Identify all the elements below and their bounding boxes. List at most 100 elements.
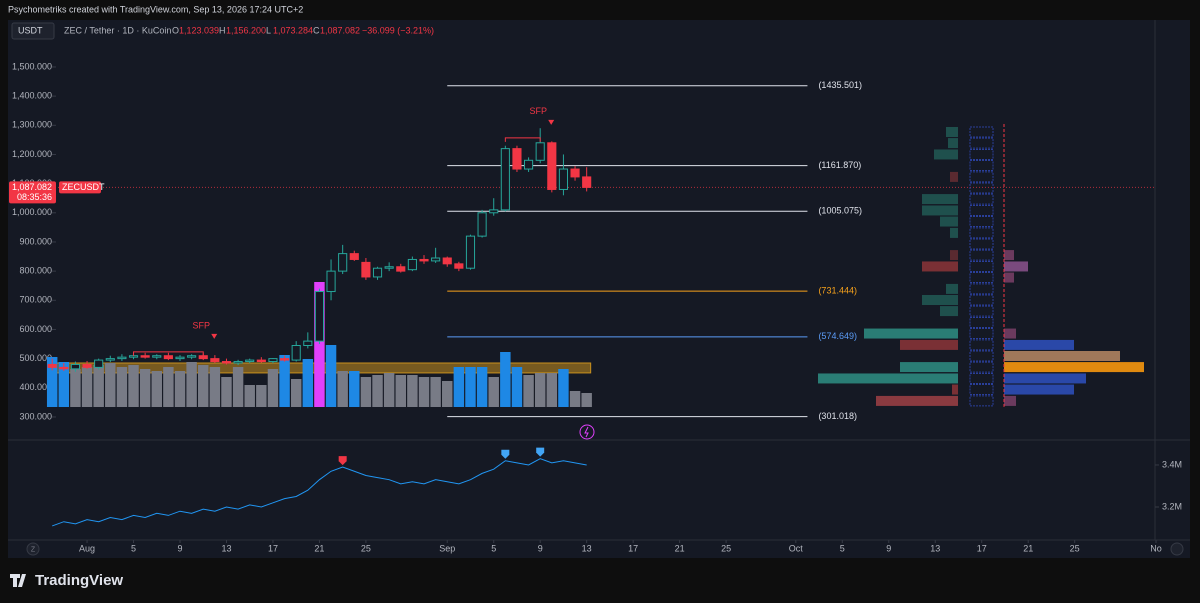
profile-slot — [969, 238, 994, 250]
volume-bar — [290, 379, 302, 407]
x-tick-label: 13 — [582, 543, 592, 553]
currency[interactable]: USDT — [18, 25, 43, 35]
legend-key: H — [219, 25, 226, 35]
volume-bar — [186, 362, 197, 407]
candle-body — [105, 358, 115, 361]
candle-body — [152, 355, 162, 358]
candle-body — [407, 258, 417, 271]
candle-body — [361, 261, 371, 278]
volume-bar — [151, 371, 162, 407]
y-tick-label: 1,000.000 — [12, 207, 52, 217]
level-label: (301.018) — [818, 411, 857, 421]
candle-body — [59, 366, 69, 370]
level-label: (1161.870) — [818, 160, 861, 170]
candle-body — [582, 176, 592, 188]
profile-bar-left — [950, 250, 958, 261]
candle-body — [280, 358, 290, 361]
profile-bar-left — [946, 127, 958, 137]
profile-slot — [969, 148, 994, 160]
profile-bar-right — [1004, 351, 1120, 361]
profile-slot — [969, 249, 994, 261]
candle-body — [547, 142, 557, 190]
x-tick-label: Aug — [79, 543, 95, 553]
candle-body — [349, 253, 359, 260]
candle-body — [117, 356, 127, 360]
volume-bar — [581, 393, 592, 407]
volume-bar — [221, 377, 232, 407]
legend-value: 1,123.039 — [179, 25, 219, 35]
watermark: Psychometriks created with TradingView.c… — [8, 4, 303, 14]
symbol-box — [59, 181, 101, 194]
brand-logo — [10, 574, 26, 587]
x-tick-label: 9 — [538, 543, 543, 553]
volume-bar — [279, 355, 290, 407]
profile-bar-left — [950, 171, 958, 182]
volume-bar — [81, 367, 93, 407]
candle-body — [314, 291, 324, 342]
indicator-marker — [536, 447, 545, 457]
volume-bar — [534, 373, 546, 407]
profile-bar-left — [940, 216, 958, 227]
profile-bar-right — [1004, 362, 1144, 373]
candle-body — [512, 148, 522, 170]
profile-bar-right — [1004, 328, 1016, 339]
profile-slot — [969, 193, 994, 205]
profile-slot — [969, 350, 994, 362]
x-tick-label: 21 — [314, 543, 324, 553]
volume-bar — [256, 385, 267, 407]
candle-body — [187, 355, 197, 358]
y-tick-label: 400.000 — [19, 382, 52, 392]
volume-bar — [372, 375, 383, 407]
volume-bar — [198, 365, 209, 407]
candle-body — [128, 355, 139, 358]
volume-bar — [418, 377, 430, 407]
y-tick-label: 1,400.000 — [12, 91, 52, 101]
price-label-box — [9, 181, 56, 204]
currency-box[interactable] — [11, 22, 55, 40]
x-tick-label: 9 — [886, 543, 891, 553]
profile-bar-left — [950, 227, 958, 238]
settings-button[interactable] — [1170, 542, 1184, 556]
legend-key: O — [172, 25, 179, 35]
volume-bar — [128, 365, 139, 407]
candle-body — [210, 358, 220, 363]
event-icon[interactable] — [579, 424, 595, 440]
candle-body — [163, 355, 173, 360]
profile-slot — [969, 137, 994, 149]
volume-bar — [174, 371, 186, 407]
volume-bar — [360, 377, 372, 407]
y-tick-label: 600.000 — [19, 324, 52, 334]
candle-body — [94, 359, 104, 368]
y-tick-label: 1,300.000 — [12, 120, 52, 130]
x-tick-label: 21 — [1023, 543, 1033, 553]
volume-bar — [244, 385, 255, 407]
zoom-button[interactable] — [26, 542, 40, 556]
volume-bar — [558, 369, 569, 407]
profile-bar-right — [1004, 395, 1016, 406]
volume-bar — [139, 369, 151, 407]
level-label: (1435.501) — [818, 80, 862, 90]
x-tick-label: Oct — [789, 543, 804, 553]
volume-bar — [500, 352, 511, 407]
volume-bar — [523, 375, 534, 407]
profile-slot — [969, 395, 994, 407]
x-tick-label: 17 — [268, 543, 278, 553]
legend-value: 1,073.284 — [273, 25, 313, 35]
profile-slot — [969, 283, 994, 295]
profile-slot — [969, 260, 994, 272]
volume-bar — [442, 381, 453, 407]
volume-bar — [465, 367, 476, 407]
candle-body — [431, 257, 441, 262]
indicator-marker — [501, 449, 510, 459]
chart-panel — [8, 20, 1190, 558]
profile-bar-left — [818, 373, 958, 384]
volume-bar — [314, 282, 325, 407]
level-label: (731.444) — [818, 285, 857, 295]
x-tick-label: 21 — [675, 543, 685, 553]
volume-bar — [395, 375, 406, 407]
volume-bar — [70, 369, 81, 407]
volume-bar — [232, 367, 244, 407]
legend-value: 1,087.082 — [320, 25, 360, 35]
profile-bar-left — [876, 395, 958, 406]
profile-slot — [969, 126, 994, 138]
